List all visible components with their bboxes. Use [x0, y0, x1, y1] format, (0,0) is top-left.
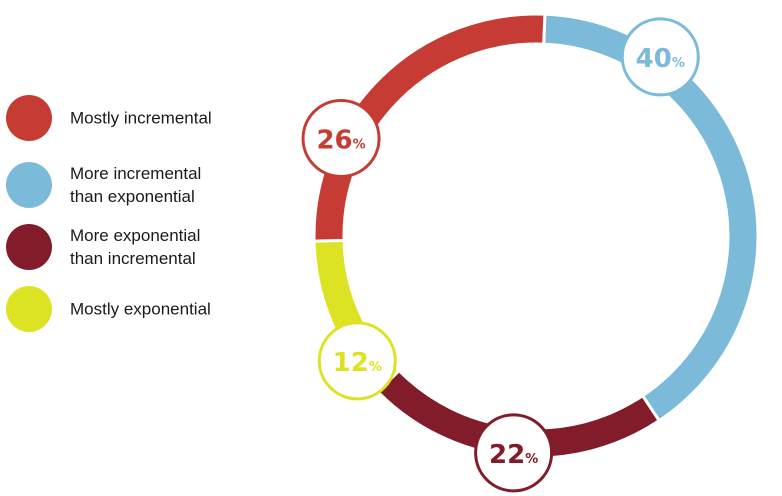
legend: Mostly incremental More incremental than… — [6, 95, 276, 346]
legend-swatch-mostly-incremental — [6, 95, 52, 141]
legend-item-more-incremental: More incremental than exponential — [6, 160, 276, 210]
percent-label: 40% — [636, 44, 685, 74]
legend-label: Mostly exponential — [70, 299, 211, 319]
legend-label: Mostly incremental — [70, 108, 212, 128]
legend-swatch-more-exponential — [6, 224, 52, 270]
percent-sign: % — [353, 137, 366, 152]
percent-value: 22 — [489, 440, 525, 470]
legend-swatch-more-incremental — [6, 162, 52, 208]
percent-label: 26% — [316, 125, 365, 155]
percent-badge-circle — [301, 98, 381, 178]
legend-item-more-exponential: More exponential than incremental — [6, 222, 276, 272]
legend-item-mostly-exponential: Mostly exponential — [6, 284, 276, 334]
legend-swatch-mostly-exponential — [6, 286, 52, 332]
percent-sign: % — [672, 56, 685, 71]
percent-badge-more-exponential-than-incremental: 22% — [474, 413, 554, 493]
percent-value: 26 — [316, 125, 352, 155]
legend-item-mostly-incremental: Mostly incremental — [6, 95, 276, 141]
percent-badge-more-incremental-than-exponential: 40% — [620, 17, 700, 97]
percent-label: 22% — [489, 440, 538, 470]
legend-label: More incremental than exponential — [70, 164, 202, 206]
percent-badge-mostly-exponential: 12% — [317, 321, 397, 401]
percent-sign: % — [369, 360, 382, 375]
percent-label: 12% — [333, 348, 382, 378]
percent-sign: % — [525, 452, 538, 467]
percent-value: 12 — [333, 348, 369, 378]
legend-label: More exponential than incremental — [70, 226, 201, 268]
percent-value: 40 — [636, 44, 672, 74]
percent-badge-circle — [317, 321, 397, 401]
percent-badge-circle — [474, 413, 554, 493]
percent-badge-circle — [620, 17, 700, 97]
percent-badge-mostly-incremental: 26% — [301, 98, 381, 178]
